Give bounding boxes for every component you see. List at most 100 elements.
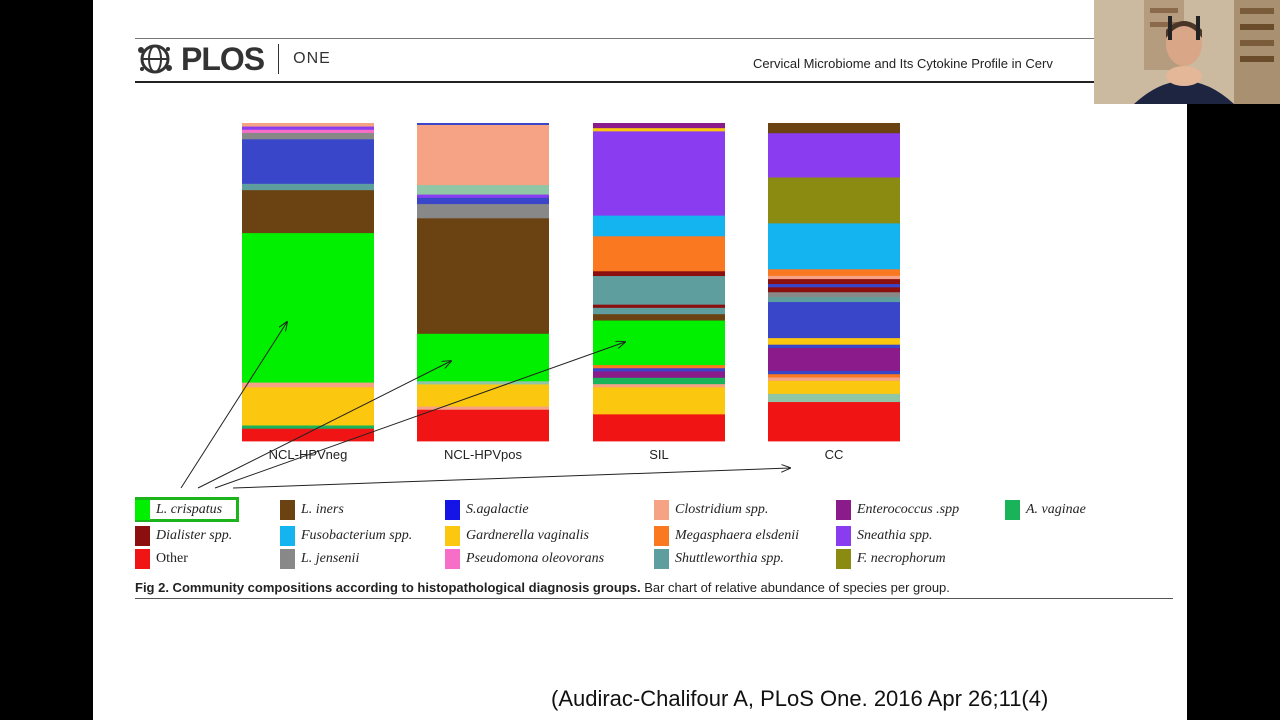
plos-globe-icon (138, 44, 172, 74)
webcam-thumbnail (1094, 0, 1280, 104)
legend-swatch (836, 549, 851, 569)
bar-segment (242, 126, 374, 130)
bar-segment (593, 130, 725, 216)
legend-item: Pseudomona oleovorans (445, 549, 604, 569)
figure-caption-text: Bar chart of relative abundance of speci… (644, 580, 950, 595)
bar-segment (768, 268, 900, 276)
legend-label: Dialister spp. (156, 528, 233, 543)
header-top-rule (135, 38, 1185, 39)
bar-segment (768, 393, 900, 403)
legend-item: F. necrophorum (836, 549, 946, 569)
legend-label: Sneathia spp. (857, 528, 933, 543)
legend-swatch (1005, 500, 1020, 520)
legend-item: Other (135, 549, 188, 569)
annotation-arrow (197, 361, 451, 489)
legend-swatch (135, 549, 150, 569)
bar-segment (768, 283, 900, 288)
legend-label: L. iners (301, 502, 344, 517)
bar-segment (242, 382, 374, 388)
bar-segment (768, 132, 900, 178)
header-bottom-rule (135, 81, 1185, 83)
legend-swatch (445, 500, 460, 520)
bar-segment (417, 203, 549, 219)
bar-segment (593, 215, 725, 237)
bar-segment (417, 123, 549, 125)
legend-swatch (654, 549, 669, 569)
legend-item: Sneathia spp. (836, 526, 932, 546)
bar-segment (417, 333, 549, 382)
annotation-arrow (214, 342, 625, 489)
bar-segment (417, 217, 549, 334)
bar-segment (593, 304, 725, 308)
legend-swatch (135, 526, 150, 546)
bar-segment (768, 278, 900, 285)
bar-segment (768, 123, 900, 134)
bar-ncl-hpvpos (417, 123, 549, 442)
legend-item: L. iners (280, 500, 344, 520)
legend-swatch (280, 500, 295, 520)
bar-segment (593, 386, 725, 415)
legend-item: A. vaginae (1005, 500, 1086, 520)
category-label: CC (825, 447, 844, 462)
bar-segment (768, 337, 900, 345)
bar-segment (593, 275, 725, 305)
journal-logo-text: PLOS (181, 40, 265, 77)
bar-segment (242, 232, 374, 383)
legend-label: A. vaginae (1026, 502, 1086, 517)
bar-segment (417, 194, 549, 198)
bar-segment (242, 425, 374, 429)
annotation-arrow (232, 468, 790, 489)
legend-label: S.agalactie (466, 502, 529, 517)
legend-item: Fusobacterium spp. (280, 526, 412, 546)
legend-label: Clostridium spp. (675, 502, 769, 517)
legend-item: S.agalactie (445, 500, 529, 520)
bar-segment (768, 347, 900, 371)
legend-swatch (135, 500, 150, 520)
bar-segment (242, 138, 374, 184)
bar-segment (417, 124, 549, 186)
category-label: NCL-HPVpos (444, 447, 523, 462)
journal-logo-sub: ONE (293, 50, 331, 67)
bar-segment (593, 364, 725, 369)
bar-segment (768, 373, 900, 378)
bar-segment (593, 127, 725, 132)
slide: PLOS ONE Cervical Microbiome and Its Cyt… (93, 0, 1187, 720)
legend-swatch (836, 500, 851, 520)
bar-segment (242, 189, 374, 234)
bar-segment (242, 129, 374, 133)
bar-segment (768, 286, 900, 293)
bar-ncl-hpvneg (242, 123, 374, 442)
bar-segment (242, 428, 374, 442)
legend-label: F. necrophorum (857, 551, 946, 566)
bar-segment (768, 344, 900, 348)
bar-segment (242, 183, 374, 191)
legend-label: Pseudomona oleovorans (466, 551, 605, 566)
bar-segment (768, 380, 900, 394)
legend-item: Shuttleworthia spp. (654, 549, 784, 569)
bar-segment (593, 313, 725, 321)
presenter-video-icon (1094, 0, 1280, 104)
journal-logo: PLOS ONE (135, 40, 331, 78)
figure-caption: Fig 2. Community compositions according … (135, 580, 950, 595)
bar-segment (593, 377, 725, 385)
bar-sil (593, 123, 725, 442)
bar-segment (768, 291, 900, 298)
legend-label: Other (156, 551, 188, 566)
bar-segment (768, 222, 900, 270)
legend-item: Megasphaera elsdenii (654, 526, 799, 546)
bar-segment (417, 380, 549, 385)
bar-segment (417, 197, 549, 205)
legend-label: Shuttleworthia spp. (675, 551, 784, 566)
bar-segment (417, 406, 549, 410)
legend-swatch (836, 526, 851, 546)
citation: (Audirac-Chalifour A, PLoS One. 2016 Apr… (551, 686, 1049, 711)
legend-label: Gardnerella vaginalis (466, 528, 590, 543)
caption-rule (135, 598, 1173, 599)
bar-segment (417, 384, 549, 407)
logo-separator (278, 44, 280, 74)
bar-segment (768, 377, 900, 381)
bar-segment (593, 413, 725, 442)
legend-item: Dialister spp. (135, 526, 232, 546)
bar-segment (768, 301, 900, 339)
